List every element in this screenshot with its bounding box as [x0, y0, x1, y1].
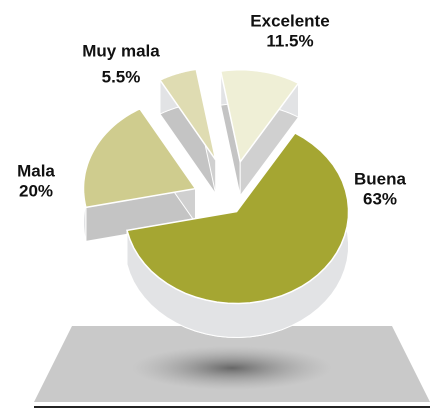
- slice: [158, 68, 217, 161]
- value-label: 63%: [363, 189, 397, 208]
- category-label: Excelente: [250, 11, 329, 30]
- value-label: 20%: [19, 181, 53, 200]
- shadow: [132, 346, 332, 390]
- category-label: Mala: [17, 161, 55, 180]
- value-label: 5.5%: [102, 67, 141, 86]
- category-label: Buena: [354, 169, 407, 188]
- slice: [126, 132, 350, 305]
- value-label: 11.5%: [266, 31, 313, 50]
- slice: [82, 107, 197, 209]
- pie: [82, 68, 350, 339]
- category-label: Muy mala: [82, 41, 160, 60]
- slice: [219, 69, 300, 164]
